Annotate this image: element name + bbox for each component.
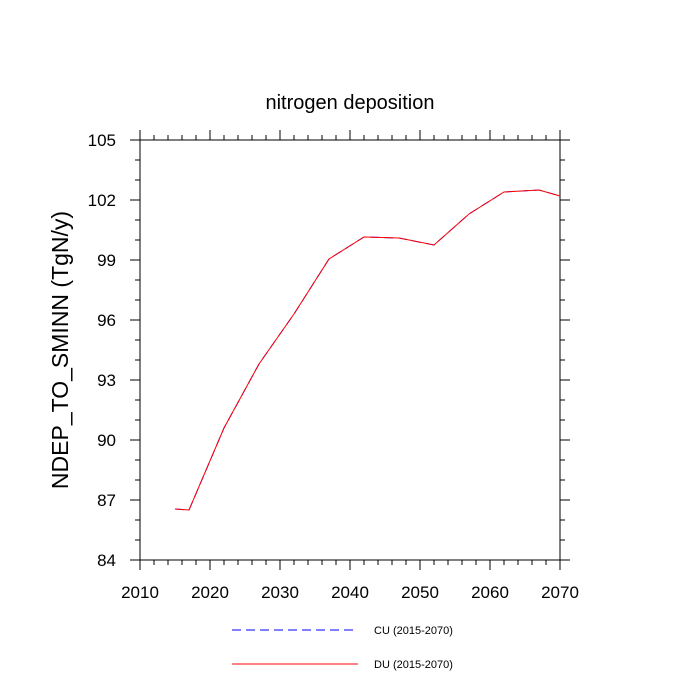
legend-label: CU (2015-2070) xyxy=(374,625,453,637)
plot-area-frame xyxy=(139,139,561,561)
y-tick-label: 105 xyxy=(88,131,116,150)
x-tick-label: 2020 xyxy=(191,583,229,602)
legend-label: DU (2015-2070) xyxy=(374,659,453,671)
y-tick-label: 96 xyxy=(97,311,116,330)
series-line xyxy=(174,189,561,511)
axis-ticks xyxy=(130,130,570,570)
x-tick-label: 2040 xyxy=(331,583,369,602)
y-tick-label: 93 xyxy=(97,371,116,390)
series-line xyxy=(174,189,561,511)
axis-tick-labels: 2010 2020 2030 2040 2050 2060 2070 84 87 90 93 96 99… xyxy=(88,131,579,602)
x-tick-label: 2070 xyxy=(541,583,579,602)
x-tick-label: 2030 xyxy=(261,583,299,602)
y-tick-label: 90 xyxy=(97,431,116,450)
x-tick-label: 2060 xyxy=(471,583,509,602)
x-tick-label: 2010 xyxy=(121,583,159,602)
y-tick-label: 87 xyxy=(97,491,116,510)
chart-title: nitrogen deposition xyxy=(265,92,434,114)
y-tick-label: 102 xyxy=(88,191,116,210)
y-tick-label: 84 xyxy=(97,551,116,570)
x-tick-label: 2050 xyxy=(401,583,439,602)
y-axis-label: NDEP_TO_SMINN (TgN/y) xyxy=(47,211,73,489)
y-tick-label: 99 xyxy=(97,251,116,270)
legend: CU (2015-2070) DU (2015-2070) xyxy=(232,625,453,671)
series-lines xyxy=(174,189,561,511)
